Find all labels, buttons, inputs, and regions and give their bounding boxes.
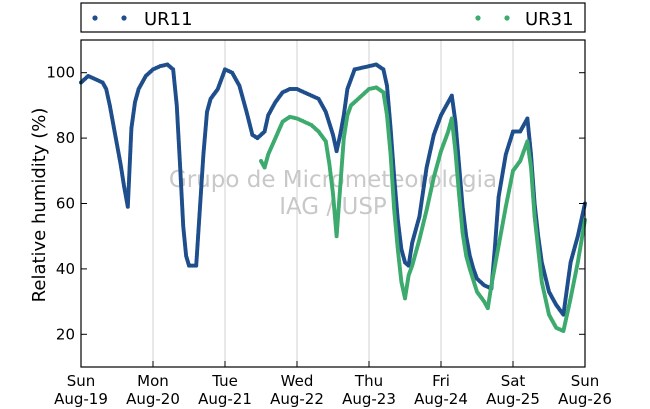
legend: UR11 UR31 <box>80 2 586 33</box>
legend-marker-ur31-1 <box>475 15 481 21</box>
x-tick-date-0: Aug-19 <box>54 390 108 408</box>
x-tick-date-6: Aug-25 <box>486 390 540 408</box>
x-tick-day-7: Sun <box>571 372 600 390</box>
y-tick-label-40: 40 <box>56 260 75 278</box>
plot-area: Grupo de Micrometeorologia IAG / USP <box>79 39 587 368</box>
legend-box <box>80 2 586 33</box>
series-ur31 <box>259 85 587 334</box>
legend-marker-ur11-1 <box>92 15 98 21</box>
y-axis: 20 40 60 80 100 <box>46 64 585 343</box>
x-tick-day-2: Tue <box>211 372 238 390</box>
x-tick-date-4: Aug-23 <box>342 390 396 408</box>
x-tick-date-2: Aug-21 <box>198 390 252 408</box>
legend-label-ur11: UR11 <box>144 9 193 30</box>
y-tick-label-80: 80 <box>56 129 75 147</box>
x-tick-day-6: Sat <box>501 372 526 390</box>
legend-entry-ur11: UR11 <box>92 9 193 30</box>
x-tick-day-0: Sun <box>67 372 96 390</box>
x-tick-day-5: Fri <box>432 372 450 390</box>
legend-label-ur31: UR31 <box>525 9 574 30</box>
legend-entry-ur31: UR31 <box>475 9 574 30</box>
x-tick-date-3: Aug-22 <box>270 390 324 408</box>
y-axis-label: Relative humidity (%) <box>29 108 50 303</box>
y-tick-label-20: 20 <box>56 325 75 343</box>
x-axis: SunAug-19MonAug-20TueAug-21WedAug-22ThuA… <box>54 361 612 408</box>
x-tick-date-5: Aug-24 <box>414 390 468 408</box>
x-tick-day-1: Mon <box>137 372 169 390</box>
x-tick-day-4: Thu <box>354 372 383 390</box>
gridlines <box>152 40 514 367</box>
legend-marker-ur11-2 <box>121 15 127 21</box>
x-tick-day-3: Wed <box>281 372 314 390</box>
y-tick-label-60: 60 <box>56 195 75 213</box>
x-tick-date-7: Aug-26 <box>558 390 612 408</box>
legend-marker-ur31-2 <box>504 15 510 21</box>
x-tick-date-1: Aug-20 <box>126 390 180 408</box>
y-tick-label-100: 100 <box>46 64 75 82</box>
